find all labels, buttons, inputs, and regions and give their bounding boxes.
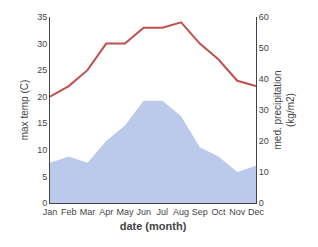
svg-text:Apr: Apr [99,207,113,217]
svg-text:Feb: Feb [61,207,77,217]
svg-text:5: 5 [42,172,47,182]
svg-text:25: 25 [37,65,47,75]
svg-text:Jul: Jul [157,207,169,217]
svg-text:Mar: Mar [80,207,96,217]
svg-text:20: 20 [37,92,47,102]
svg-text:May: May [116,207,134,217]
svg-text:Dec: Dec [248,207,265,217]
svg-text:30: 30 [37,39,47,49]
svg-text:15: 15 [37,118,47,128]
svg-text:Nov: Nov [229,207,246,217]
svg-text:35: 35 [37,12,47,22]
svg-text:50: 50 [259,43,269,53]
svg-text:0: 0 [42,198,47,208]
svg-text:40: 40 [259,74,269,84]
svg-text:Jan: Jan [43,207,58,217]
svg-text:Aug: Aug [173,207,189,217]
svg-text:0: 0 [259,198,264,208]
svg-text:30: 30 [259,105,269,115]
svg-text:20: 20 [259,136,269,146]
svg-text:10: 10 [37,145,47,155]
svg-text:60: 60 [259,12,269,22]
svg-text:10: 10 [259,167,269,177]
svg-text:med. precipitation(kg/m2): med. precipitation(kg/m2) [272,71,296,150]
svg-text:date (month): date (month) [120,220,187,232]
svg-text:Jun: Jun [136,207,151,217]
svg-text:Sep: Sep [192,207,208,217]
svg-text:max temp (C): max temp (C) [19,80,30,141]
svg-text:Oct: Oct [212,207,227,217]
